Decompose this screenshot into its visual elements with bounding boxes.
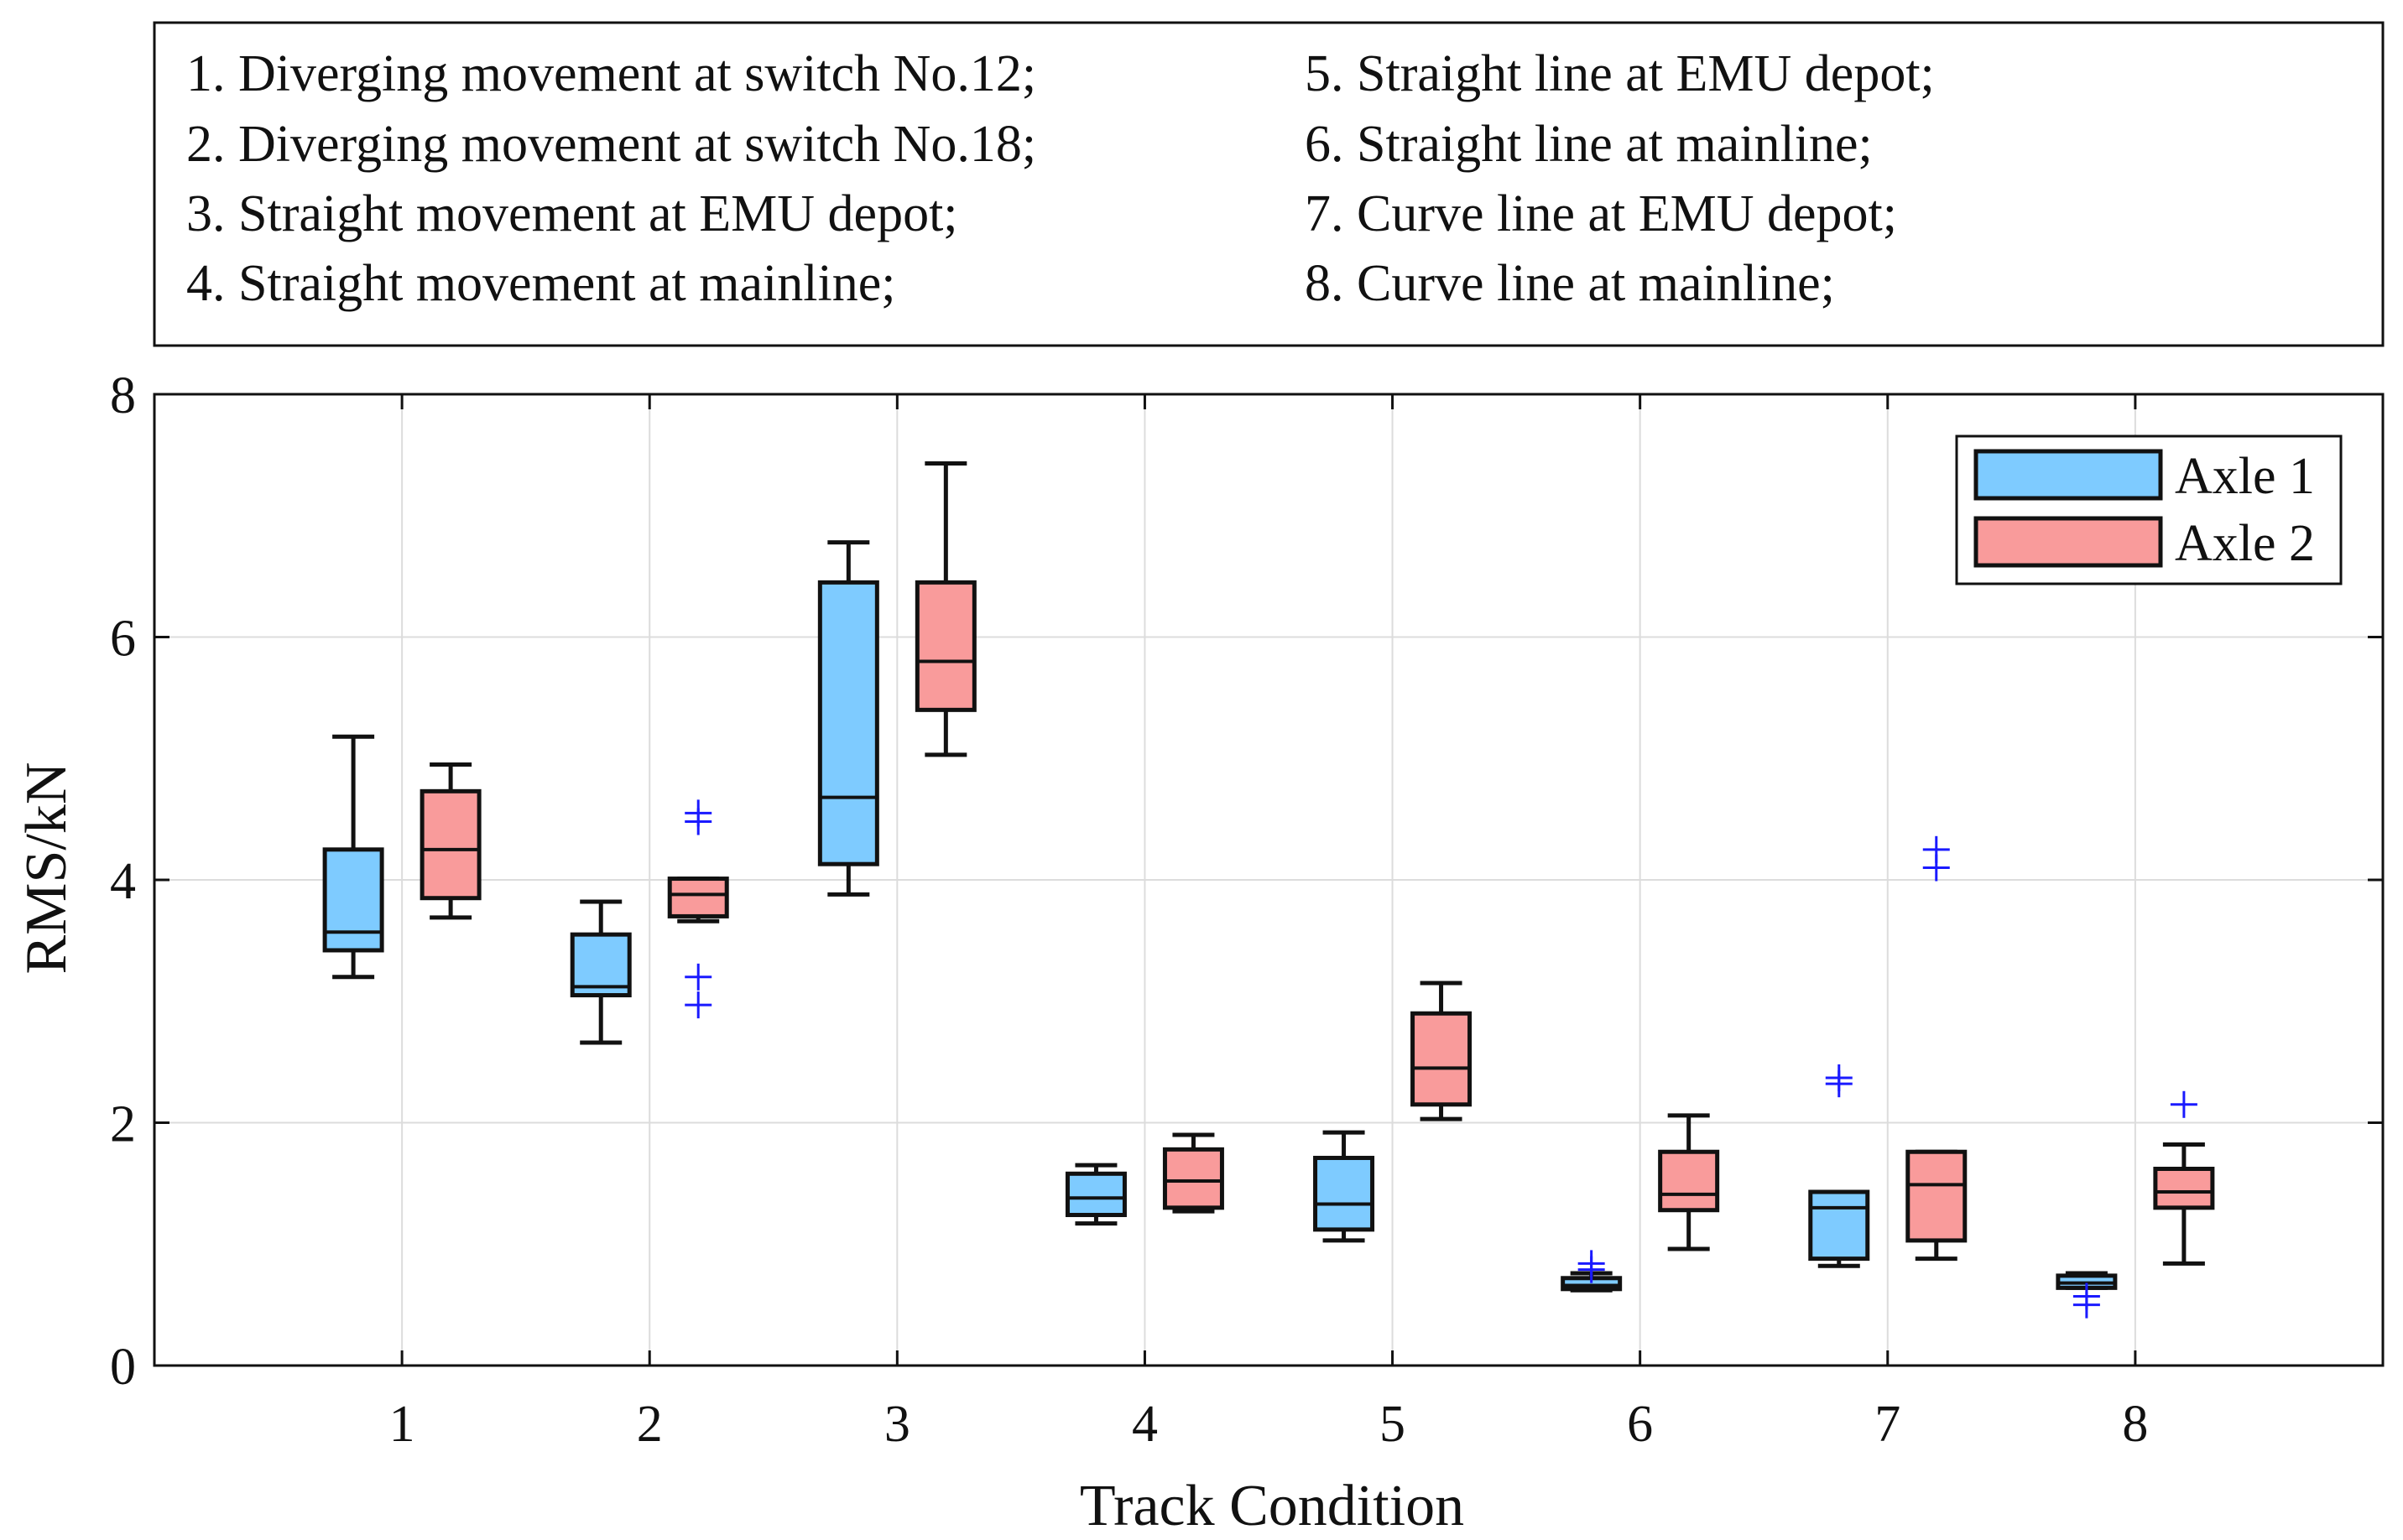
description-left-3: 3. Straight movement at EMU depot; bbox=[186, 185, 958, 242]
box-axle-2-condition-8 bbox=[2153, 1090, 2215, 1266]
axes: 0 2 4 6 8 1 2 3 4 5 6 7 8 bbox=[110, 367, 2385, 1453]
x-tick-label-4: 4 bbox=[1132, 1396, 1158, 1453]
iqr-box bbox=[1162, 1147, 1224, 1210]
box-series bbox=[322, 461, 2215, 1319]
y-axis-title: RMS/kN bbox=[14, 762, 79, 975]
y-tick-label-2: 4 bbox=[110, 853, 136, 910]
x-tick-label-7: 7 bbox=[1874, 1396, 1900, 1453]
box-axle-2-condition-2 bbox=[667, 799, 729, 1019]
box-axle-1-condition-5 bbox=[1313, 1130, 1375, 1243]
description-right-3: 7. Curve line at EMU depot; bbox=[1305, 185, 1897, 242]
description-box: 1. Diverging movement at switch No.12; 2… bbox=[153, 21, 2385, 347]
box-axle-2-condition-5 bbox=[1410, 981, 1473, 1121]
grid-lines bbox=[154, 394, 2383, 1366]
description-left-4: 4. Straight movement at mainline; bbox=[186, 255, 895, 312]
description-right-2: 6. Straight line at mainline; bbox=[1305, 116, 1873, 173]
legend: Axle 1 Axle 2 bbox=[1955, 434, 2343, 585]
box-axle-2-condition-7 bbox=[1905, 835, 1968, 1262]
box-axle-2-condition-4 bbox=[1162, 1132, 1224, 1214]
x-tick-label-1: 1 bbox=[389, 1396, 415, 1453]
x-axis-title: Track Condition bbox=[1080, 1474, 1464, 1538]
iqr-box bbox=[817, 580, 879, 866]
box-axle-1-condition-4 bbox=[1065, 1163, 1127, 1226]
legend-swatch-axle-1 bbox=[1973, 449, 2163, 501]
y-tick-label-3: 6 bbox=[110, 611, 136, 668]
box-axle-1-condition-7 bbox=[1808, 1064, 1870, 1268]
x-tick-label-5: 5 bbox=[1379, 1396, 1405, 1453]
iqr-box bbox=[1313, 1155, 1375, 1232]
x-tick-label-8: 8 bbox=[2122, 1396, 2148, 1453]
description-left-2: 2. Diverging movement at switch No.18; bbox=[186, 116, 1036, 173]
x-tick-label-3: 3 bbox=[884, 1396, 910, 1453]
x-tick-label-6: 6 bbox=[1627, 1396, 1653, 1453]
y-tick-label-4: 8 bbox=[110, 367, 136, 424]
iqr-box bbox=[667, 877, 729, 918]
box-axle-2-condition-6 bbox=[1658, 1113, 1720, 1251]
iqr-box bbox=[322, 847, 384, 953]
box-axle-1-condition-3 bbox=[817, 540, 879, 897]
y-tick-label-1: 2 bbox=[110, 1096, 136, 1153]
description-box-frame bbox=[153, 21, 2385, 347]
iqr-box bbox=[1658, 1149, 1720, 1213]
iqr-box bbox=[420, 788, 482, 901]
box-axle-2-condition-3 bbox=[915, 461, 977, 757]
iqr-box bbox=[1905, 1149, 1968, 1243]
description-right-4: 8. Curve line at mainline; bbox=[1305, 255, 1835, 312]
y-tick-label-0: 0 bbox=[110, 1339, 136, 1396]
iqr-box bbox=[1410, 1011, 1473, 1107]
box-axle-1-condition-8 bbox=[2056, 1271, 2118, 1319]
x-tick-label-2: 2 bbox=[637, 1396, 663, 1453]
box-axle-1-condition-1 bbox=[322, 734, 384, 980]
description-right-1: 5. Straight line at EMU depot; bbox=[1305, 45, 1935, 102]
iqr-box bbox=[1808, 1189, 1870, 1262]
description-left-1: 1. Diverging movement at switch No.12; bbox=[186, 45, 1036, 102]
iqr-box bbox=[2153, 1167, 2215, 1210]
iqr-box bbox=[1065, 1171, 1127, 1218]
legend-label-axle-2: Axle 2 bbox=[2175, 515, 2315, 572]
box-axle-2-condition-1 bbox=[420, 762, 482, 920]
iqr-box bbox=[915, 580, 977, 712]
legend-label-axle-1: Axle 1 bbox=[2175, 448, 2315, 505]
box-axle-1-condition-6 bbox=[1561, 1250, 1623, 1293]
legend-swatch-axle-2 bbox=[1973, 516, 2163, 568]
box-axle-1-condition-2 bbox=[570, 899, 632, 1045]
